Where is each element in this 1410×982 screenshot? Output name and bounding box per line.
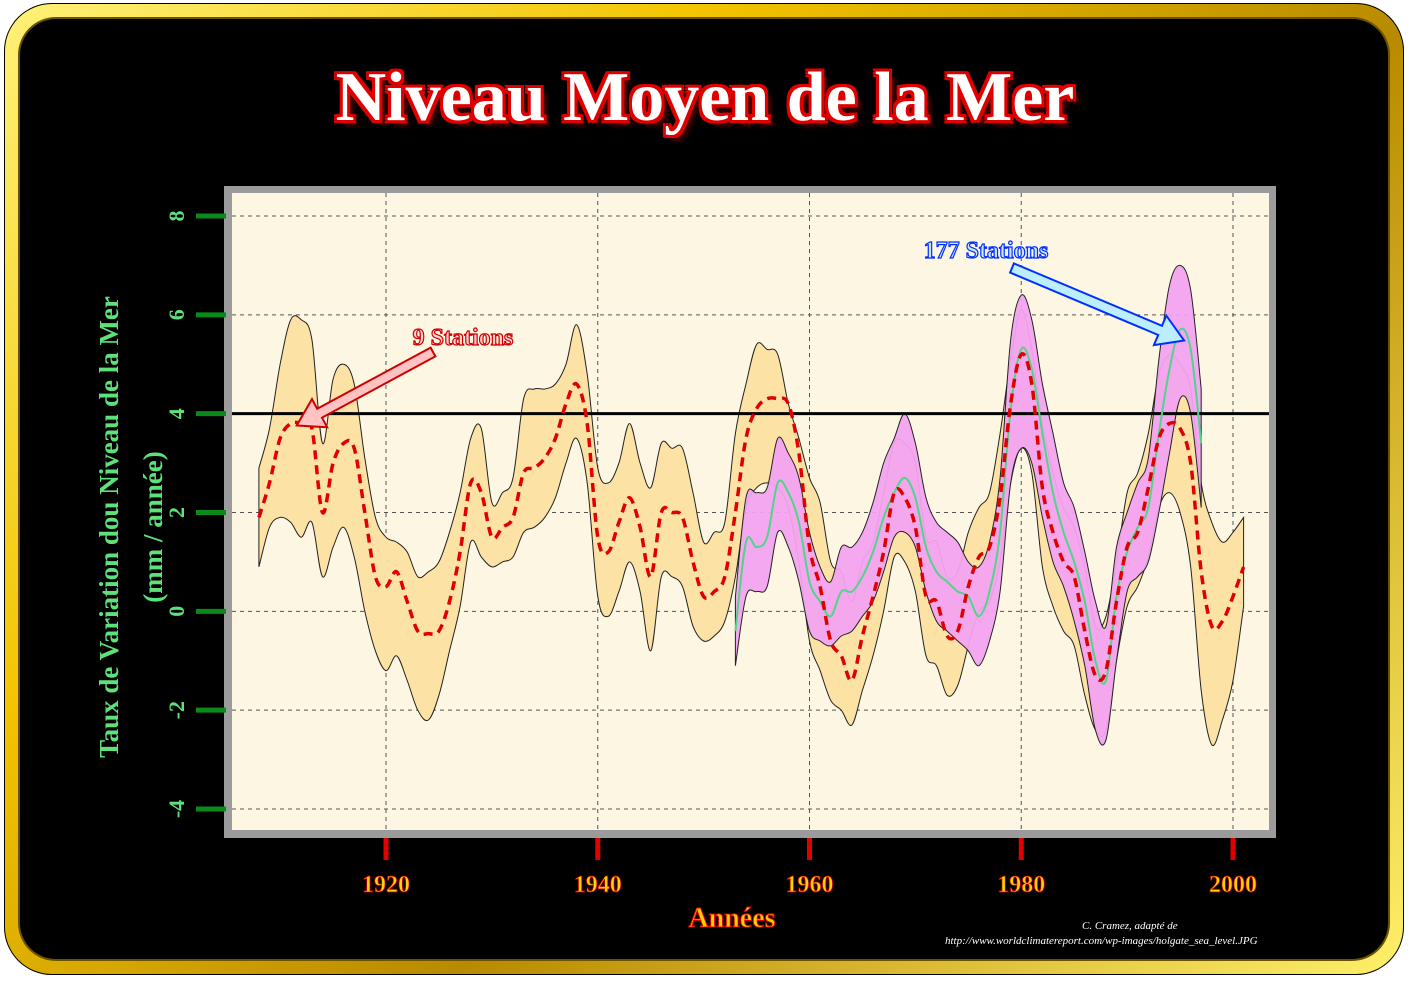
y-axis-label: Taux de Variation dou Niveau de la Mer — [94, 296, 124, 758]
label-9-stations: 9 Stations — [413, 325, 514, 351]
page-title: Niveau Moyen de la Mer — [335, 59, 1075, 136]
x-tick-label-2000: 2000 — [1209, 872, 1257, 898]
arrow-177-stations — [1008, 262, 1186, 347]
x-tick-label-1980: 1980 — [997, 872, 1045, 898]
y-tick-label-6: 6 — [164, 309, 189, 320]
credit-line-2: http://www.worldclimatereport.com/wp-ima… — [945, 935, 1258, 947]
credit-line-1: C. Cramez, adapté de — [1082, 920, 1178, 932]
y-tick-label--4: -4 — [164, 800, 189, 818]
label-177-stations: 177 Stations — [924, 238, 1049, 264]
y-tick-label-8: 8 — [164, 211, 189, 222]
x-tick-label-1940: 1940 — [574, 872, 622, 898]
y-tick-label-0: 0 — [164, 606, 189, 617]
x-tick-label-1960: 1960 — [786, 872, 834, 898]
x-tick-label-1920: 1920 — [362, 872, 410, 898]
y-tick-label-2: 2 — [164, 507, 189, 518]
y-axis-unit: (mm / année) — [138, 451, 168, 602]
series-lines — [257, 327, 1246, 685]
series-line-9-stations — [257, 352, 1246, 683]
axes: 8 6 4 2 0 -2 -4 1920 1940 1960 1980 2000 — [164, 211, 1257, 899]
arrow-9-stations — [295, 346, 437, 429]
annotations: 9 Stations 177 Stations — [295, 237, 1186, 429]
y-tick-label--2: -2 — [164, 701, 189, 719]
x-axis-label: Années — [688, 903, 775, 934]
y-tick-label-4: 4 — [164, 408, 189, 419]
series-line-177-stations — [734, 327, 1203, 685]
